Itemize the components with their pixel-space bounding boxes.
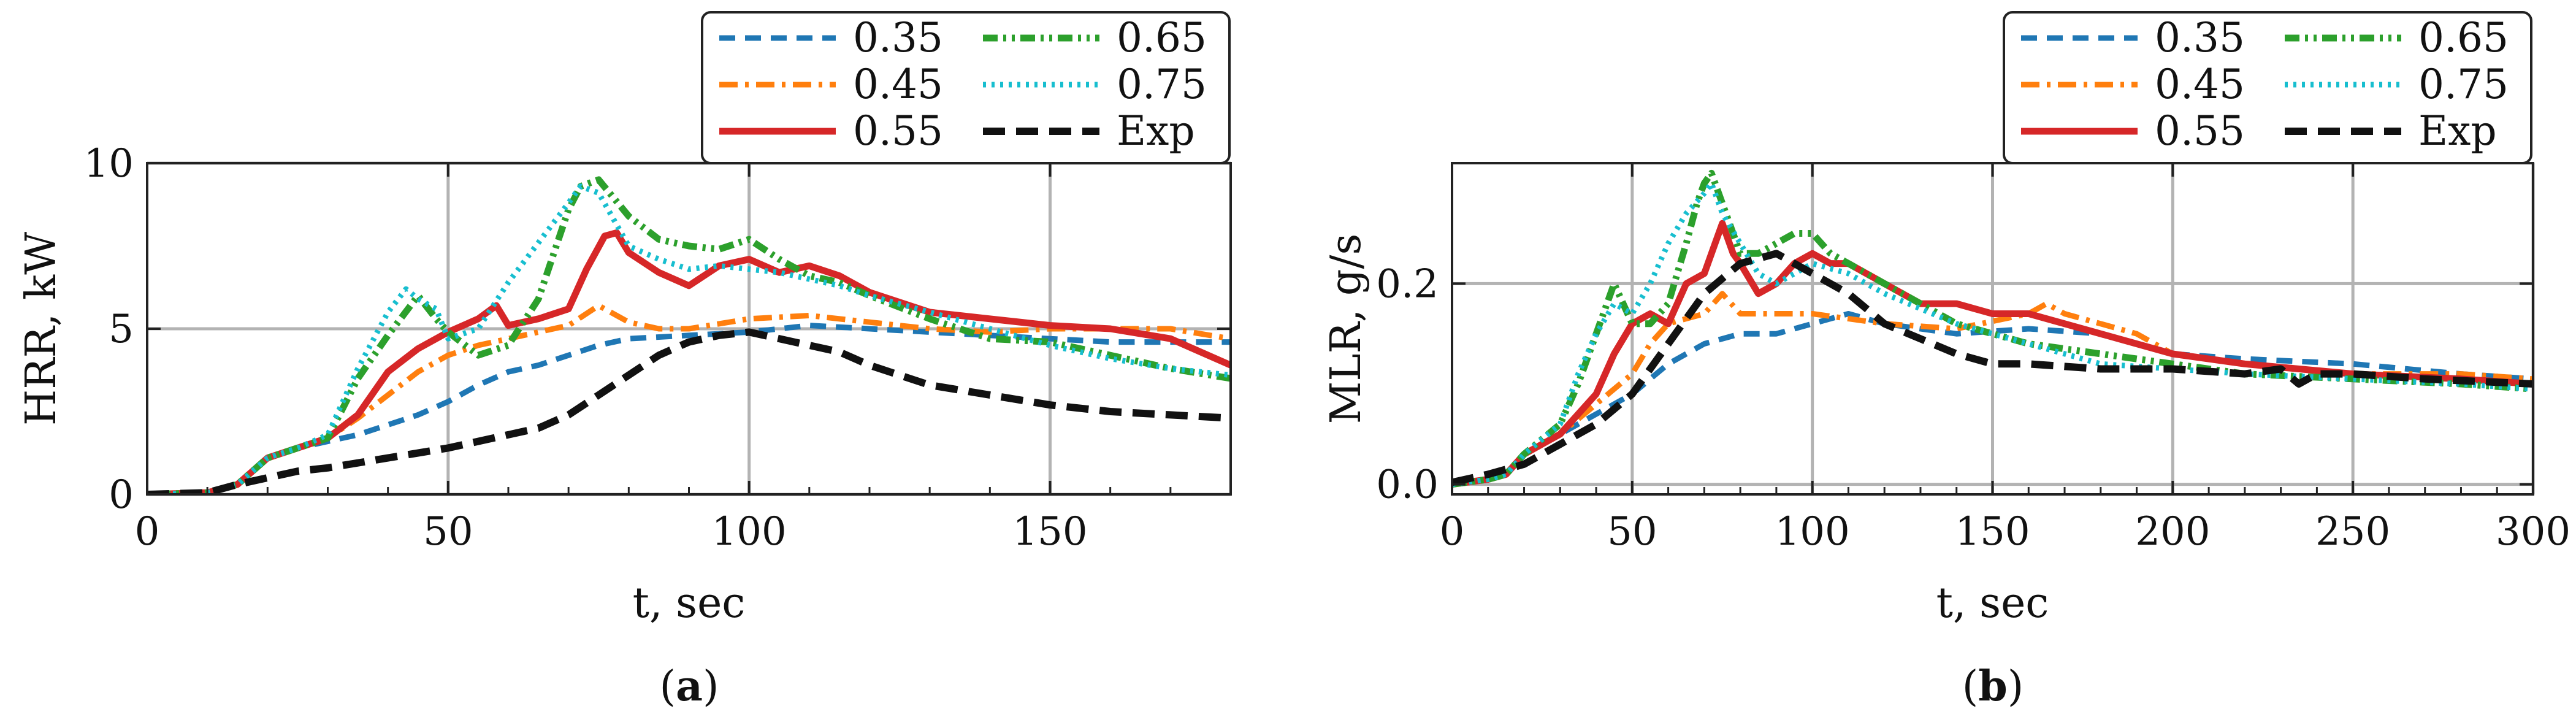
x-axis-label: t, sec — [633, 579, 746, 627]
legend-label-0.75: 0.75 — [1117, 61, 1207, 108]
chart-panel-b: 0 50 100 150 200 250 300 0.0 0.2 t, sec MLR, g/s (b… — [1322, 11, 2570, 711]
x-tick-label: 200 — [2135, 509, 2210, 554]
x-tick-label: 0 — [1440, 509, 1465, 554]
legend-label-0.45: 0.45 — [2155, 61, 2245, 108]
series-line-0.65 — [147, 176, 1231, 494]
panel-caption: (b) — [1962, 662, 2024, 711]
legend-label-Exp: Exp — [1117, 107, 1195, 155]
caption-paren-open: ( — [1962, 662, 1979, 711]
y-axis-label: MLR, g/s — [1322, 234, 1370, 424]
x-tick-label: 50 — [423, 509, 473, 554]
legend-label-0.55: 0.55 — [2155, 107, 2245, 155]
caption-paren-close: ) — [703, 662, 719, 711]
series-line-0.75 — [1452, 180, 2533, 488]
y-axis-label: HRR, kW — [17, 232, 66, 426]
series-line-0.75 — [147, 183, 1231, 494]
y-tick-label: 0 — [109, 472, 134, 518]
x-tick-label: 100 — [1775, 509, 1850, 554]
caption-paren-open: ( — [659, 662, 676, 711]
legend-label-0.35: 0.35 — [2155, 14, 2245, 61]
legend-box — [2003, 11, 2532, 164]
legend-label-0.65: 0.65 — [2418, 14, 2509, 61]
y-tick-label: 10 — [84, 141, 134, 186]
x-tick-label: 250 — [2315, 509, 2390, 554]
legend-box — [701, 11, 1231, 164]
x-tick-label: 300 — [2496, 509, 2570, 554]
x-axis-label: t, sec — [1936, 579, 2049, 627]
legend-label-0.75: 0.75 — [2418, 61, 2509, 108]
series-line-0.55 — [147, 229, 1231, 494]
y-tick-label: 0.0 — [1376, 462, 1439, 508]
y-tick-label: 0.2 — [1376, 261, 1439, 307]
x-tick-label: 0 — [135, 509, 160, 554]
legend-label-0.45: 0.45 — [853, 61, 943, 108]
caption-paren-close: ) — [2008, 662, 2024, 711]
legend-label-0.55: 0.55 — [853, 107, 943, 155]
x-tick-label: 150 — [1012, 509, 1087, 554]
x-tick-label: 100 — [712, 509, 787, 554]
y-tick-label: 5 — [109, 307, 134, 352]
chart-panel-a: 0 50 100 150 0 5 10 t, sec HRR, kW (a) 0.350.450.5… — [17, 11, 1232, 711]
legend-label-0.35: 0.35 — [853, 14, 943, 61]
series-line-0.65 — [1452, 169, 2533, 488]
x-tick-label: 50 — [1607, 509, 1657, 554]
caption-letter: a — [676, 662, 703, 711]
series-line-0.55 — [1452, 220, 2533, 488]
panel-caption: (a) — [659, 662, 719, 711]
legend-label-Exp: Exp — [2418, 107, 2497, 155]
caption-letter: b — [1978, 662, 2008, 711]
series-line-Exp — [147, 328, 1231, 494]
series-line-Exp — [1452, 250, 2533, 486]
x-tick-label: 150 — [1955, 509, 2030, 554]
legend-label-0.65: 0.65 — [1117, 14, 1207, 61]
